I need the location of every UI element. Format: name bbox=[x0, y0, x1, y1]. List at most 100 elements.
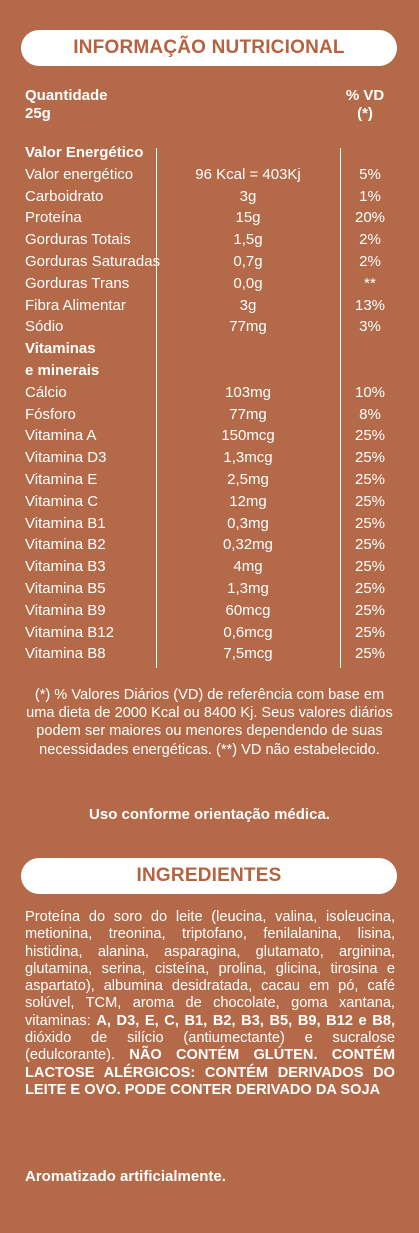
nutrient-vd bbox=[340, 360, 400, 382]
nutrient-name: Gorduras Saturadas bbox=[25, 252, 161, 270]
nutrient-name: Cálcio bbox=[25, 383, 67, 401]
ingredients-title: INGREDIENTES bbox=[21, 858, 397, 894]
nutrient-amount: 15g bbox=[235, 209, 261, 227]
nutrient-name: Vitamina B8 bbox=[25, 645, 106, 663]
allergen-warning: NÃO CONTÉM GLÚTEN. CONTÉM LACTOSE ALÉRGI… bbox=[25, 1047, 395, 1098]
nutrient-vd: 20% bbox=[354, 209, 386, 227]
nutrient-name: Fibra Alimentar bbox=[25, 296, 126, 314]
nutrient-amount: 1,5g bbox=[233, 231, 263, 249]
quantity-value: 25g bbox=[25, 105, 51, 122]
nutrient-name: Valor Energético bbox=[25, 144, 144, 161]
nutrient-amount: 4mg bbox=[233, 558, 263, 576]
nutrient-amount bbox=[156, 142, 340, 164]
nutrient-name: Vitamina A bbox=[25, 427, 97, 445]
table-row: Vitamina B5 1,3mg 25% bbox=[25, 578, 405, 600]
nutrient-vd: 25% bbox=[354, 536, 386, 554]
nutrient-amount: 103mg bbox=[225, 383, 271, 401]
table-row: Gorduras Totais 1,5g 2% bbox=[25, 229, 405, 251]
nutrient-name: Proteína bbox=[25, 209, 82, 227]
nutrient-name: Vitamina B12 bbox=[25, 623, 114, 641]
nutrient-amount: 0,3mg bbox=[227, 514, 269, 532]
nutrient-vd: 25% bbox=[354, 601, 386, 619]
nutrient-name: Carboidrato bbox=[25, 187, 104, 205]
nutrient-vd: 25% bbox=[354, 645, 386, 663]
table-row: Vitamina B8 7,5mcg 25% bbox=[25, 643, 405, 665]
nutrition-title: INFORMAÇÃO NUTRICIONAL bbox=[21, 30, 397, 66]
table-row: Sódio 77mg 3% bbox=[25, 316, 405, 338]
table-row: Vitamina C 12mg 25% bbox=[25, 491, 405, 513]
ingredients-text: Proteína do soro do leite (leucina, vali… bbox=[25, 909, 395, 1099]
nutrient-amount: 96 Kcal = 403Kj bbox=[195, 165, 301, 183]
nutrient-amount: 2,5mg bbox=[227, 470, 269, 488]
nutrient-amount: 0,7g bbox=[233, 252, 263, 270]
nutrient-vd: 5% bbox=[359, 165, 381, 183]
nutrient-vd: ** bbox=[364, 274, 376, 292]
table-row: Vitamina B9 60mcg 25% bbox=[25, 600, 405, 622]
nutrient-vd: 25% bbox=[354, 492, 386, 510]
table-row: Fósforo 77mg 8% bbox=[25, 404, 405, 426]
column-divider bbox=[156, 148, 157, 668]
nutrient-vd: 25% bbox=[354, 558, 386, 576]
ingredients-text-2: dióxido de silício (antiumectante) e suc… bbox=[25, 1030, 395, 1064]
column-divider bbox=[340, 148, 341, 668]
table-section-header: Valor Energético bbox=[25, 142, 405, 164]
nutrient-vd: 1% bbox=[359, 187, 381, 205]
nutrient-vd bbox=[340, 338, 400, 360]
table-row: Fibra Alimentar 3g 13% bbox=[25, 295, 405, 317]
nutrient-name: Fósforo bbox=[25, 405, 76, 423]
table-row: Vitamina B1 0,3mg 25% bbox=[25, 513, 405, 535]
nutrient-name: Vitamina C bbox=[25, 492, 99, 510]
nutrient-amount: 0,6mcg bbox=[223, 623, 273, 641]
table-row: Vitamina B3 4mg 25% bbox=[25, 556, 405, 578]
nutrient-amount: 3g bbox=[239, 296, 257, 314]
nutrient-amount: 1,3mg bbox=[227, 579, 269, 597]
nutrient-amount: 1,3mcg bbox=[223, 449, 273, 467]
ingredients-vitamins: A, D3, E, C, B1, B2, B3, B5, B9, B12 e B… bbox=[96, 1012, 396, 1029]
nutrient-vd: 2% bbox=[359, 252, 381, 270]
table-row: Proteína 15g 20% bbox=[25, 207, 405, 229]
table-row: Cálcio 103mg 10% bbox=[25, 382, 405, 404]
nutrition-table: Valor Energético Valor energético 96 Kcal … bbox=[25, 142, 405, 665]
nutrient-name: Valor energético bbox=[25, 165, 134, 183]
nutrient-name: Vitamina B3 bbox=[25, 558, 106, 576]
nutrient-vd: 25% bbox=[354, 579, 386, 597]
usage-note: Uso conforme orientação médica. bbox=[89, 806, 330, 823]
nutrient-amount bbox=[156, 338, 340, 360]
nutrient-name: Vitamina E bbox=[25, 470, 98, 488]
table-row: Valor energético 96 Kcal = 403Kj 5% bbox=[25, 164, 405, 186]
footnote: (*) % Valores Diários (VD) de referência… bbox=[26, 687, 393, 758]
table-row: Vitamina B12 0,6mcg 25% bbox=[25, 622, 405, 644]
nutrient-amount: 0,0g bbox=[233, 274, 263, 292]
nutrient-vd: 10% bbox=[354, 383, 386, 401]
flavor-note: Aromatizado artificialmente. bbox=[25, 1168, 226, 1185]
nutrient-vd: 25% bbox=[354, 514, 386, 532]
nutrient-name: e minerais bbox=[25, 361, 100, 379]
table-section-header: e minerais bbox=[25, 360, 405, 382]
nutrient-name: Gorduras Totais bbox=[25, 231, 131, 249]
nutrient-vd: 25% bbox=[354, 470, 386, 488]
nutrient-amount: 60mcg bbox=[225, 601, 271, 619]
nutrient-amount: 0,32mg bbox=[222, 536, 274, 554]
vd-label: % VD bbox=[345, 87, 385, 104]
vd-header: % VD (*) bbox=[335, 87, 395, 123]
table-row: Carboidrato 3g 1% bbox=[25, 186, 405, 208]
table-row: Vitamina A 150mcg 25% bbox=[25, 425, 405, 447]
vd-note: (*) bbox=[357, 105, 373, 122]
nutrient-amount: 77mg bbox=[229, 318, 267, 336]
quantity-header: Quantidade 25g bbox=[25, 87, 108, 123]
nutrient-amount: 12mg bbox=[229, 492, 267, 510]
nutrient-name: Gorduras Trans bbox=[25, 274, 130, 292]
nutrient-vd: 8% bbox=[359, 405, 381, 423]
table-section-header: Vitaminas bbox=[25, 338, 405, 360]
nutrient-amount: 150mcg bbox=[221, 427, 275, 445]
nutrient-name: Vitamina B5 bbox=[25, 579, 106, 597]
nutrient-vd: 2% bbox=[359, 231, 381, 249]
nutrient-name: Vitamina B1 bbox=[25, 514, 106, 532]
nutrient-name: Sódio bbox=[25, 318, 64, 336]
nutrient-vd: 25% bbox=[354, 623, 386, 641]
table-row: Gorduras Trans 0,0g ** bbox=[25, 273, 405, 295]
ingredients-text-1: Proteína do soro do leite (leucina, vali… bbox=[25, 909, 395, 1029]
nutrient-vd: 3% bbox=[359, 318, 381, 336]
nutrient-vd: 25% bbox=[354, 427, 386, 445]
nutrient-vd: 13% bbox=[354, 296, 386, 314]
